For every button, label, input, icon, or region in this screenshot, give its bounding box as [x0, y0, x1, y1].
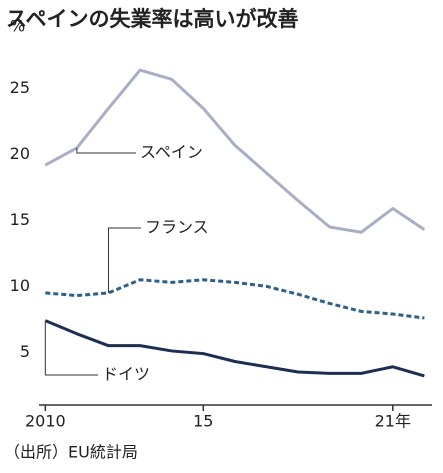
x-tick-label: 21年	[375, 412, 411, 431]
series-label: ドイツ	[102, 365, 150, 384]
leader-line	[107, 227, 141, 293]
y-unit: %	[10, 17, 25, 36]
y-tick-label: 25	[10, 78, 30, 97]
x-tick-label: 15	[193, 412, 213, 431]
source: （出所）EU統計局	[4, 443, 138, 462]
y-tick-label: 15	[10, 210, 30, 229]
series-label: フランス	[145, 218, 209, 237]
y-tick-label: 20	[10, 144, 30, 163]
series-label: スペイン	[140, 143, 203, 162]
series-line	[44, 68, 426, 234]
leader-line	[44, 320, 98, 376]
leader-line	[76, 147, 136, 154]
series-line	[44, 319, 425, 378]
y-tick-label: 10	[10, 276, 30, 295]
chart-title: スペインの失業率は高いが改善	[6, 7, 299, 31]
series-line	[45, 278, 425, 320]
x-tick-label: 2010	[25, 412, 66, 431]
y-tick-label: 5	[20, 342, 30, 361]
